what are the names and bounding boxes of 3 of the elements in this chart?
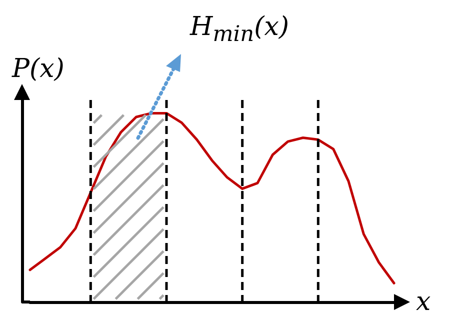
y-axis-title: P(x) xyxy=(11,54,64,84)
text: H$_{min}$(x) xyxy=(190,12,290,48)
x-axis-title: x xyxy=(416,287,431,317)
